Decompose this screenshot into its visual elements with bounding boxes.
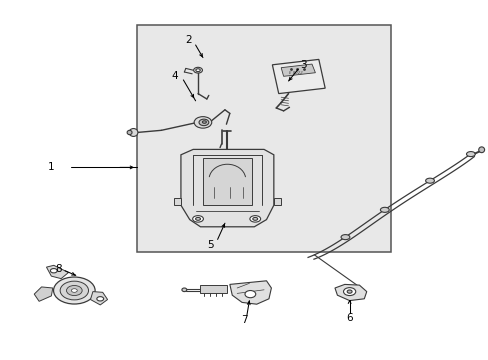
Text: 7: 7 <box>241 315 247 325</box>
Text: E 8022: E 8022 <box>289 71 303 76</box>
Text: 5: 5 <box>206 240 213 250</box>
Ellipse shape <box>380 207 388 212</box>
Ellipse shape <box>249 216 260 222</box>
Polygon shape <box>34 287 53 301</box>
Ellipse shape <box>194 117 211 128</box>
Ellipse shape <box>466 152 474 157</box>
Polygon shape <box>334 284 366 301</box>
Bar <box>137 25 390 252</box>
Ellipse shape <box>50 269 57 273</box>
Ellipse shape <box>252 217 257 220</box>
Polygon shape <box>273 198 281 205</box>
Ellipse shape <box>343 288 355 296</box>
Ellipse shape <box>127 130 132 135</box>
Ellipse shape <box>60 281 88 300</box>
Polygon shape <box>173 198 181 205</box>
Text: 8: 8 <box>55 264 62 274</box>
Ellipse shape <box>199 119 208 126</box>
Ellipse shape <box>193 67 202 73</box>
Text: 6: 6 <box>346 312 352 323</box>
Ellipse shape <box>66 285 82 296</box>
Ellipse shape <box>195 217 200 220</box>
Ellipse shape <box>71 289 77 292</box>
Polygon shape <box>203 158 251 205</box>
Polygon shape <box>272 59 325 94</box>
Ellipse shape <box>425 178 433 183</box>
Ellipse shape <box>340 235 349 240</box>
Polygon shape <box>46 265 68 279</box>
Polygon shape <box>229 281 271 304</box>
Text: 3: 3 <box>299 60 306 70</box>
Text: 1: 1 <box>48 162 55 172</box>
Ellipse shape <box>244 291 255 298</box>
Ellipse shape <box>53 277 95 304</box>
Ellipse shape <box>182 288 186 292</box>
Ellipse shape <box>192 216 203 222</box>
Polygon shape <box>200 285 227 293</box>
Ellipse shape <box>129 129 138 136</box>
Polygon shape <box>181 149 273 227</box>
Ellipse shape <box>346 290 351 293</box>
Ellipse shape <box>202 121 206 123</box>
Text: 2: 2 <box>184 35 191 45</box>
Ellipse shape <box>195 69 200 72</box>
Text: 4: 4 <box>171 71 178 81</box>
Polygon shape <box>281 64 315 76</box>
Ellipse shape <box>97 297 103 301</box>
Polygon shape <box>90 292 107 305</box>
Ellipse shape <box>478 147 484 153</box>
